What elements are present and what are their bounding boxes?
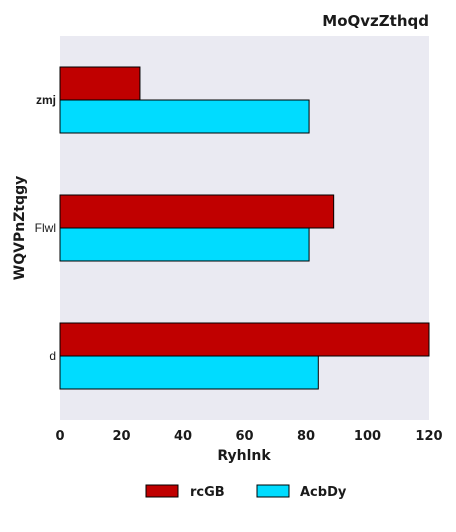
x-tick-label: 120 xyxy=(415,429,442,444)
y-axis-label: WQVPnZtqgy xyxy=(12,176,28,280)
y-tick-label: Flwl xyxy=(35,221,56,235)
bar-rcGB-zmj xyxy=(59,66,141,101)
legend-label-AcbDy: AcbDy xyxy=(300,485,347,500)
legend: rcGB AcbDy xyxy=(145,484,347,500)
bar-AcbDy-zmj xyxy=(59,99,310,134)
legend-label-rcGB: rcGB xyxy=(190,485,225,500)
x-tick-label: 40 xyxy=(174,429,192,444)
x-tick-label: 20 xyxy=(112,429,130,444)
bar-AcbDy-Flwl xyxy=(59,227,310,262)
bars-group xyxy=(59,66,430,390)
bar-rcGB-d xyxy=(59,322,430,357)
y-tick-labels: zmj Flwl d xyxy=(35,93,56,363)
y-tick-label: zmj xyxy=(36,93,56,107)
y-tick-label: d xyxy=(49,349,56,363)
x-tick-label: 60 xyxy=(235,429,253,444)
chart-title: MoQvzZthqd xyxy=(322,12,429,30)
x-tick-label: 0 xyxy=(55,429,64,444)
x-axis-label: Ryhlnk xyxy=(217,448,271,464)
bar-AcbDy-d xyxy=(59,355,319,390)
x-tick-label: 80 xyxy=(297,429,315,444)
bar-rcGB-Flwl xyxy=(59,194,335,229)
x-tick-label: 100 xyxy=(354,429,381,444)
legend-swatch-rcGB xyxy=(145,484,179,498)
legend-swatch-AcbDy xyxy=(256,484,290,498)
x-tick-labels: 0 20 40 60 80 100 120 xyxy=(55,429,442,444)
